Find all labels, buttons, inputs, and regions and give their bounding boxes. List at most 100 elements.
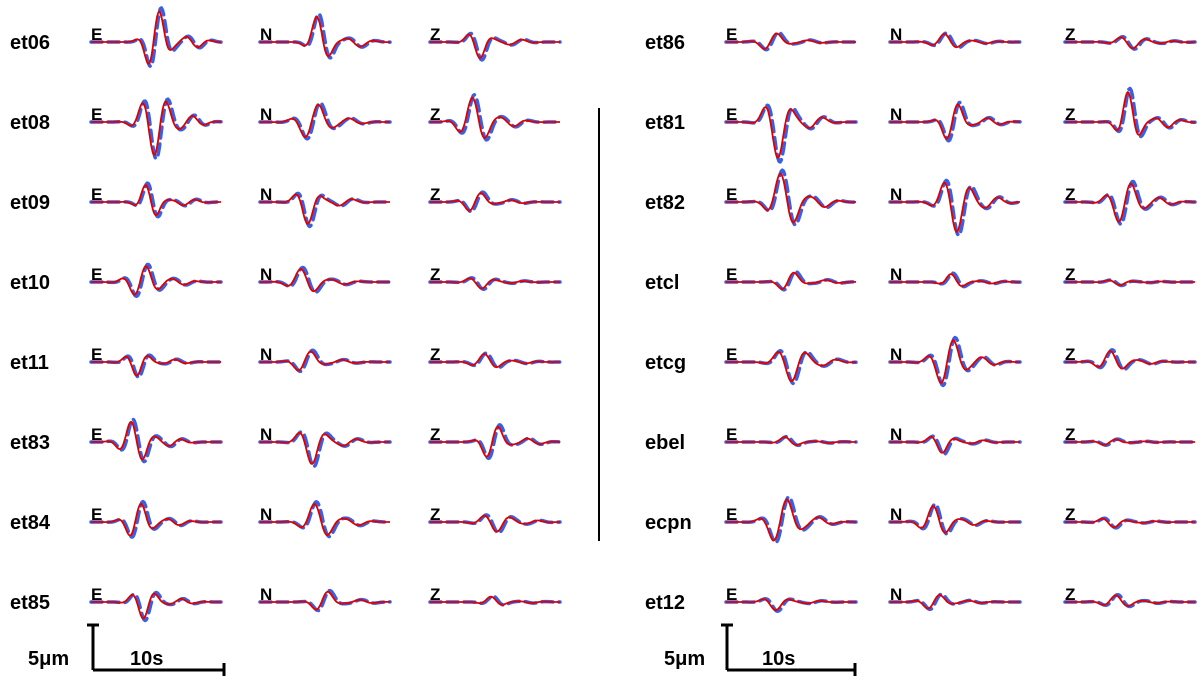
component-label-N: N [260,345,272,364]
observed-trace-et08-N [258,100,392,141]
component-label-Z: Z [430,505,440,524]
component-label-Z: Z [1065,265,1075,284]
component-label-Z: Z [430,265,440,284]
component-label-E: E [726,25,737,44]
component-label-Z: Z [430,105,440,124]
observed-trace-et11-Z [428,351,562,370]
component-label-E: E [91,425,102,444]
component-label-E: E [726,265,737,284]
observed-trace-et10-E [89,262,223,299]
station-label-ecpn: ecpn [645,512,692,534]
component-label-N: N [260,185,272,204]
synthetic-trace-et81-E [726,106,856,159]
synthetic-trace-et86-Z [1065,36,1195,50]
station-label-et84: et84 [10,512,51,534]
component-label-E: E [91,505,102,524]
observed-trace-et84-E [89,499,223,539]
synthetic-trace-et10-N [260,268,390,293]
observed-trace-ecpn-Z [1063,516,1197,530]
component-label-E: E [726,105,737,124]
synthetic-trace-et81-N [890,103,1021,140]
component-label-E: E [91,585,102,604]
component-label-E: E [91,25,102,44]
component-label-E: E [726,185,737,204]
component-label-Z: Z [1065,345,1075,364]
synthetic-trace-etcg-Z [1065,350,1195,370]
amplitude-scale-label: 5μm [664,648,705,670]
component-label-N: N [890,185,902,204]
synthetic-trace-et11-E [91,354,221,377]
synthetic-trace-et12-Z [1065,594,1195,607]
station-label-et06: et06 [10,32,50,54]
synthetic-trace-et85-Z [430,595,560,606]
synthetic-trace-ecpn-E [726,498,856,542]
synthetic-trace-et85-E [91,592,221,620]
component-label-E: E [91,345,102,364]
station-label-ebel: ebel [645,432,685,454]
station-label-etcg: etcg [645,352,686,374]
component-label-Z: Z [430,185,440,204]
synthetic-trace-et09-N [260,193,390,225]
component-label-N: N [260,505,272,524]
component-label-Z: Z [1065,25,1075,44]
component-label-Z: Z [1065,505,1075,524]
observed-trace-et11-E [89,353,223,380]
component-label-Z: Z [430,585,440,604]
synthetic-trace-et09-E [91,184,221,216]
scale-bar-right: 5μm 10s [664,623,857,676]
synthetic-trace-et12-E [726,598,856,612]
observed-trace-et09-E [89,181,223,219]
synthetic-trace-etcl-N [890,273,1020,287]
synthetic-trace-et11-Z [430,353,560,369]
synthetic-trace-ecpn-Z [1065,517,1195,529]
synthetic-trace-et84-N [260,503,390,536]
synthetic-trace-etcl-E [726,271,857,290]
component-label-E: E [91,265,102,284]
synthetic-trace-et10-Z [430,277,560,290]
component-label-E: E [726,585,737,604]
component-label-Z: Z [1065,585,1075,604]
synthetic-trace-et12-N [890,594,1020,610]
component-label-N: N [890,345,902,364]
observed-trace-et83-E [89,417,223,464]
component-label-E: E [91,185,102,204]
station-label-et82: et82 [645,192,685,214]
component-label-Z: Z [430,425,440,444]
synthetic-trace-et84-E [91,502,221,537]
synthetic-trace-et81-Z [1065,91,1196,136]
synthetic-trace-etcl-Z [1065,279,1195,286]
synthetic-trace-ecpn-N [890,505,1020,534]
component-label-E: E [726,425,737,444]
synthetic-trace-et10-E [91,265,221,296]
station-label-et08: et08 [10,112,50,134]
station-label-et83: et83 [10,432,50,454]
observed-trace-et86-N [888,31,1022,50]
component-label-N: N [260,25,272,44]
synthetic-trace-et11-N [260,350,390,372]
observed-trace-etcg-Z [1063,348,1197,372]
component-label-N: N [890,505,902,524]
station-label-et86: et86 [645,32,685,54]
synthetic-trace-etcg-E [726,351,856,382]
synthetic-trace-et84-Z [430,514,560,533]
station-label-et10: et10 [10,272,50,294]
scale-bar-left: 5μm 10s [28,623,226,676]
synthetic-trace-et83-N [260,432,390,465]
component-label-N: N [890,105,902,124]
synthetic-trace-et82-E [726,172,856,224]
observed-trace-etcg-E [724,348,858,386]
synthetic-trace-et82-Z [1065,182,1195,223]
observed-trace-et06-Z [428,31,562,62]
component-label-N: N [890,25,902,44]
synthetic-trace-et86-E [726,32,856,50]
station-label-et09: et09 [10,192,50,214]
component-label-Z: Z [430,25,440,44]
synthetic-trace-et86-N [890,33,1020,49]
component-label-N: N [260,425,272,444]
component-label-N: N [260,105,272,124]
synthetic-trace-ebel-E [726,436,856,446]
observed-trace-ecpn-N [888,502,1022,536]
component-label-N: N [890,425,902,444]
component-label-E: E [91,105,102,124]
